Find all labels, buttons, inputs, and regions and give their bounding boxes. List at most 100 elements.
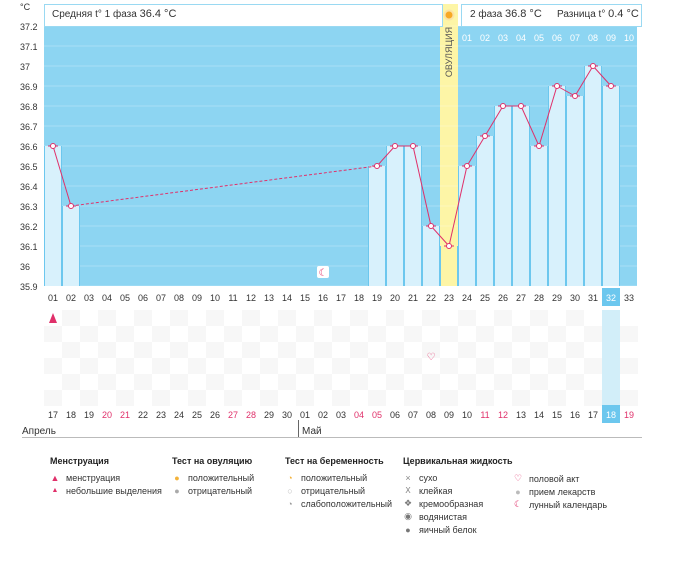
date-label: 21 — [120, 410, 130, 420]
symptom-cell — [62, 390, 80, 406]
symptom-cell — [314, 390, 332, 406]
symptom-cell — [404, 374, 422, 390]
symptom-cell — [206, 326, 224, 342]
line-segment — [520, 105, 540, 147]
symptom-cell — [404, 358, 422, 374]
symptom-cell — [206, 310, 224, 326]
symptom-cell — [206, 342, 224, 358]
symptom-cell — [530, 310, 548, 326]
symptom-cell — [224, 310, 242, 326]
symptom-cell — [296, 390, 314, 406]
symptom-cell — [224, 326, 242, 342]
symptom-cell — [134, 358, 152, 374]
top-day-label: 02 — [480, 33, 490, 43]
symptom-cell — [440, 326, 458, 342]
symptom-cell — [476, 374, 494, 390]
x-tick-label: 18 — [354, 293, 364, 303]
symptom-cell — [458, 310, 476, 326]
current-day-highlight — [602, 288, 620, 306]
symptom-cell — [188, 342, 206, 358]
test-positive-icon: ◔ — [287, 472, 293, 483]
temperature-point — [446, 243, 452, 249]
legend-item: отрицательный — [188, 485, 253, 496]
symptom-cell — [602, 326, 620, 342]
symptom-cell — [620, 342, 638, 358]
phase1-label: Средняя t° 1 фаза — [52, 9, 137, 20]
phase2-summary: 2 фаза 36.8 °C — [470, 8, 542, 20]
legend-title: Тест на беременность — [285, 456, 384, 466]
symptom-cell — [170, 310, 188, 326]
x-tick-label: 06 — [138, 293, 148, 303]
top-day-label: 01 — [462, 33, 472, 43]
legend-item: половой акт — [529, 473, 580, 484]
egg-white-icon: ● — [405, 524, 411, 535]
y-tick-label: 36.1 — [20, 242, 38, 252]
line-segment — [412, 145, 432, 227]
symptom-cell — [80, 374, 98, 390]
temperature-bar — [548, 86, 566, 286]
date-label: 19 — [84, 410, 94, 420]
symptom-cell — [98, 374, 116, 390]
symptom-cell — [476, 326, 494, 342]
current-date-highlight — [602, 405, 620, 423]
temperature-point — [428, 223, 434, 229]
symptom-cell — [584, 390, 602, 406]
symptom-cell — [260, 326, 278, 342]
temperature-bar — [566, 96, 584, 286]
symptom-cell — [98, 326, 116, 342]
symptom-cell — [296, 358, 314, 374]
date-label: 01 — [300, 410, 310, 420]
y-tick-label: 36.8 — [20, 102, 38, 112]
pill-icon: ● — [515, 486, 521, 497]
y-tick-label: °C — [20, 2, 31, 12]
date-label: 30 — [282, 410, 292, 420]
x-tick-label: 12 — [246, 293, 256, 303]
symptom-cell — [350, 390, 368, 406]
symptom-cell — [242, 310, 260, 326]
legend-item: водянистая — [419, 511, 468, 522]
line-segment — [556, 85, 576, 97]
temperature-point — [410, 143, 416, 149]
temperature-bar — [476, 136, 494, 286]
symptom-cell — [404, 342, 422, 358]
symptom-cell — [134, 342, 152, 358]
x-tick-label: 02 — [66, 293, 76, 303]
temperature-point — [464, 163, 470, 169]
x-tick-label: 09 — [192, 293, 202, 303]
symptom-cell — [404, 310, 422, 326]
temperature-point — [482, 133, 488, 139]
line-segment — [484, 105, 504, 137]
x-tick-label: 24 — [462, 293, 472, 303]
calendar-dates: 17 18 19 20 21 22 23 24 25 26 27 28 29 30 01 02 03 04 05 06… — [48, 405, 634, 423]
legend-item: сухо — [419, 472, 438, 483]
date-label: 07 — [408, 410, 418, 420]
symptom-cell — [350, 310, 368, 326]
top-day-label: 08 — [588, 33, 598, 43]
diff-label: Разница t° — [557, 9, 606, 20]
y-tick-label: 37 — [20, 62, 30, 72]
line-segment — [376, 145, 396, 167]
symptom-cell — [116, 390, 134, 406]
symptom-cell — [242, 374, 260, 390]
top-day-label: 06 — [552, 33, 562, 43]
legend-item: яичный белок — [419, 524, 477, 535]
symptom-cell — [458, 358, 476, 374]
symptom-cell — [512, 374, 530, 390]
symptom-cell — [260, 310, 278, 326]
symptom-cell — [188, 326, 206, 342]
symptom-cell — [368, 358, 386, 374]
symptom-cell — [602, 310, 620, 326]
legend-item: менструация — [66, 472, 121, 483]
symptom-cell — [404, 326, 422, 342]
menstruation-icon — [49, 313, 57, 323]
symptom-cell — [116, 326, 134, 342]
symptom-cell — [80, 310, 98, 326]
symptom-cell — [296, 326, 314, 342]
symptom-cell — [314, 310, 332, 326]
symptom-cell — [44, 326, 62, 342]
symptom-cell — [368, 310, 386, 326]
date-label: 03 — [336, 410, 346, 420]
symptom-cell — [512, 310, 530, 326]
y-tick-label: 36.4 — [20, 182, 38, 192]
